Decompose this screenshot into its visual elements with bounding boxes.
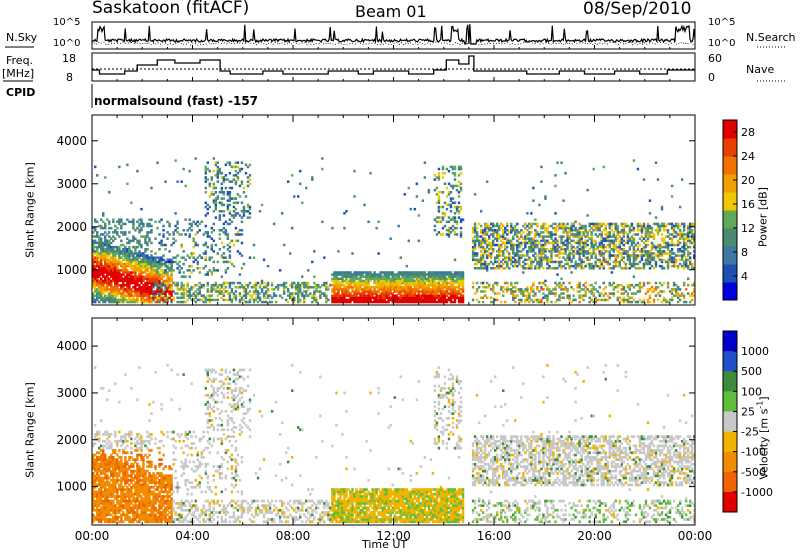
nsky-tick-top: 10^5 bbox=[53, 17, 81, 28]
velocity-colorbar-swatch bbox=[723, 491, 737, 513]
power-colorbar-frame bbox=[722, 119, 738, 301]
velocity-colorbar-tick-label: -500 bbox=[741, 466, 766, 479]
power-colorbar-tick-label: 24 bbox=[741, 150, 755, 163]
station-title: Saskatoon (fitACF) bbox=[92, 0, 250, 18]
power-colorbar-tick-label: 8 bbox=[741, 246, 748, 259]
time-axis-label: Time UT bbox=[362, 538, 408, 551]
power-colorbar-swatch bbox=[723, 138, 737, 157]
power-colorbar-swatch bbox=[723, 246, 737, 265]
power-colorbar-swatch bbox=[723, 156, 737, 175]
time-tick-label: 00:00 bbox=[75, 529, 110, 543]
power-ytick-label: 2000 bbox=[56, 220, 87, 234]
velocity-colorbar-swatch bbox=[723, 391, 737, 412]
freq-label: Freq. bbox=[6, 54, 34, 67]
power-colorbar-swatch bbox=[723, 228, 737, 247]
power-ytick-label: 1000 bbox=[56, 263, 87, 277]
nsky-panel-frame bbox=[91, 21, 696, 50]
power-colorbar-tick-label: 16 bbox=[741, 198, 755, 211]
beam-title: Beam 01 bbox=[355, 2, 427, 21]
time-tick-label: 16:00 bbox=[477, 529, 512, 543]
velocity-colorbar-swatch bbox=[723, 471, 737, 493]
velocity-ytick-label: 3000 bbox=[56, 386, 87, 400]
velocity-heatmap-cells bbox=[92, 364, 696, 524]
velocity-colorbar-tick-label: 1000 bbox=[741, 345, 769, 358]
power-ytick-label: 4000 bbox=[56, 134, 87, 148]
power-colorbar-tick-label: 28 bbox=[741, 126, 755, 139]
freq-trace bbox=[92, 55, 695, 75]
velocity-colorbar-swatch bbox=[723, 451, 737, 473]
velocity-ytick-label: 1000 bbox=[56, 480, 87, 494]
freq-tick-bottom: 8 bbox=[66, 71, 73, 84]
velocity-colorbar-swatch bbox=[723, 411, 737, 433]
nsearch-trace bbox=[91, 41, 696, 46]
nsearch-tick-top: 10^5 bbox=[708, 17, 736, 28]
time-tick-label: 20:00 bbox=[577, 529, 612, 543]
time-tick-label: 08:00 bbox=[276, 529, 311, 543]
velocity-colorbar-tick-label: 25 bbox=[741, 405, 755, 418]
power-colorbar-tick-label: 4 bbox=[741, 270, 748, 283]
nsearch-label: N.Search bbox=[746, 31, 796, 44]
nave-tick-bottom: 0 bbox=[708, 71, 715, 84]
time-tick-label: 04:00 bbox=[175, 529, 210, 543]
freq-unit: [MHz] bbox=[2, 67, 35, 80]
cpid-label: CPID bbox=[6, 86, 36, 99]
velocity-colorbar-swatch bbox=[723, 331, 737, 352]
nave-label: Nave bbox=[746, 63, 775, 76]
velocity-colorbar-tick-label: -100 bbox=[741, 446, 766, 459]
nsearch-tick-bottom: 10^0 bbox=[708, 38, 736, 49]
velocity-colorbar-tick-label: 500 bbox=[741, 365, 762, 378]
time-tick-label: 00:00 bbox=[678, 529, 713, 543]
power-colorbar-tick-label: 12 bbox=[741, 222, 755, 235]
power-colorbar-swatch bbox=[723, 120, 737, 139]
freq-tick-top: 18 bbox=[62, 52, 76, 65]
power-colorbar-swatch bbox=[723, 174, 737, 193]
freq-panel-frame bbox=[91, 52, 696, 82]
velocity-colorbar-swatch bbox=[723, 351, 737, 372]
velocity-colorbar-tick-label: -1000 bbox=[741, 486, 773, 499]
cpid-text: normalsound (fast) -157 bbox=[94, 94, 259, 108]
velocity-colorbar-swatch bbox=[723, 431, 737, 453]
power-colorbar-swatch bbox=[723, 264, 737, 283]
power-colorbar-swatch bbox=[723, 282, 737, 301]
nsky-trace bbox=[91, 24, 696, 45]
nsky-tick-bottom: 10^0 bbox=[53, 38, 81, 49]
power-colorbar-swatch bbox=[723, 192, 737, 211]
nave-tick-top: 60 bbox=[708, 52, 722, 65]
nsky-label: N.Sky bbox=[6, 31, 38, 44]
velocity-colorbar-tick-label: -25 bbox=[741, 426, 759, 439]
velocity-ytick-label: 2000 bbox=[56, 433, 87, 447]
power-colorbar-swatch bbox=[723, 210, 737, 229]
power-colorbar-tick-label: 20 bbox=[741, 174, 755, 187]
velocity-colorbar-swatch bbox=[723, 371, 737, 392]
velocity-ytick-label: 4000 bbox=[56, 339, 87, 353]
velocity-colorbar-tick-label: 100 bbox=[741, 385, 762, 398]
time-tick-label: 12:00 bbox=[376, 529, 411, 543]
date-title: 08/Sep/2010 bbox=[583, 0, 692, 19]
velocity-colorbar-frame bbox=[722, 330, 738, 513]
power-heatmap-cells bbox=[92, 157, 696, 304]
power-ytick-label: 3000 bbox=[56, 177, 87, 191]
